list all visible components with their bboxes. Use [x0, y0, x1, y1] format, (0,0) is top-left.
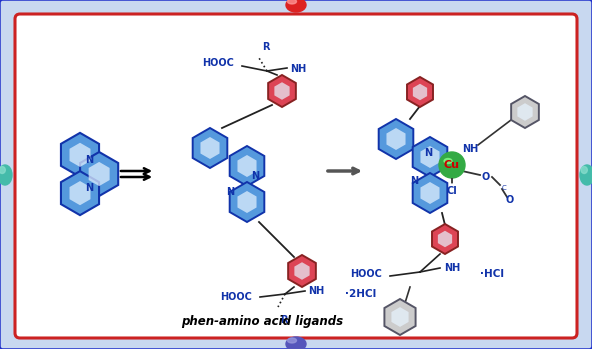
Text: Cl: Cl — [446, 186, 458, 196]
Polygon shape — [89, 162, 110, 186]
Text: phen-amino acid ligands: phen-amino acid ligands — [181, 314, 343, 327]
Text: C: C — [501, 185, 506, 191]
Ellipse shape — [286, 0, 306, 12]
Polygon shape — [237, 191, 256, 213]
Ellipse shape — [580, 165, 592, 185]
Circle shape — [439, 152, 465, 178]
Text: NH: NH — [308, 286, 324, 296]
Polygon shape — [379, 119, 413, 159]
Text: N: N — [85, 183, 93, 193]
Text: HOOC: HOOC — [202, 58, 234, 68]
Polygon shape — [80, 152, 118, 196]
Polygon shape — [438, 231, 452, 247]
Text: N: N — [85, 155, 93, 165]
Polygon shape — [230, 146, 264, 186]
Polygon shape — [274, 82, 289, 100]
FancyBboxPatch shape — [15, 14, 577, 338]
Text: HOOC: HOOC — [350, 269, 382, 279]
Text: NH: NH — [462, 144, 478, 154]
Polygon shape — [230, 182, 264, 222]
Polygon shape — [237, 155, 256, 177]
Polygon shape — [432, 224, 458, 254]
Polygon shape — [391, 307, 408, 327]
Polygon shape — [61, 171, 99, 215]
Text: R: R — [280, 315, 288, 325]
Text: ·HCl: ·HCl — [480, 269, 504, 279]
Ellipse shape — [0, 166, 5, 173]
Ellipse shape — [288, 338, 297, 343]
Polygon shape — [511, 96, 539, 128]
Polygon shape — [192, 128, 227, 168]
Text: R: R — [262, 42, 270, 52]
Polygon shape — [413, 84, 427, 100]
Polygon shape — [420, 146, 439, 168]
Polygon shape — [294, 262, 310, 280]
Polygon shape — [387, 128, 406, 150]
Polygon shape — [407, 77, 433, 107]
Polygon shape — [69, 181, 91, 205]
Polygon shape — [268, 75, 296, 107]
Polygon shape — [69, 143, 91, 167]
Text: N: N — [226, 187, 234, 197]
Polygon shape — [413, 173, 448, 213]
Ellipse shape — [581, 166, 587, 173]
Text: NH: NH — [290, 64, 306, 74]
Polygon shape — [413, 137, 448, 177]
Polygon shape — [288, 255, 316, 287]
Polygon shape — [517, 103, 533, 121]
Ellipse shape — [288, 0, 297, 4]
Polygon shape — [420, 182, 439, 204]
Text: N: N — [424, 148, 432, 158]
Text: HOOC: HOOC — [220, 292, 252, 302]
Polygon shape — [201, 137, 220, 159]
Text: N: N — [410, 176, 418, 186]
Ellipse shape — [0, 165, 12, 185]
Polygon shape — [384, 299, 416, 335]
Ellipse shape — [444, 158, 452, 163]
Text: NH: NH — [444, 263, 460, 273]
Text: Cu: Cu — [444, 160, 460, 170]
Text: O: O — [506, 195, 514, 205]
Text: ·2HCl: ·2HCl — [345, 289, 377, 299]
Text: O: O — [482, 172, 490, 182]
Text: N: N — [251, 171, 259, 181]
Polygon shape — [61, 133, 99, 177]
Ellipse shape — [286, 337, 306, 349]
